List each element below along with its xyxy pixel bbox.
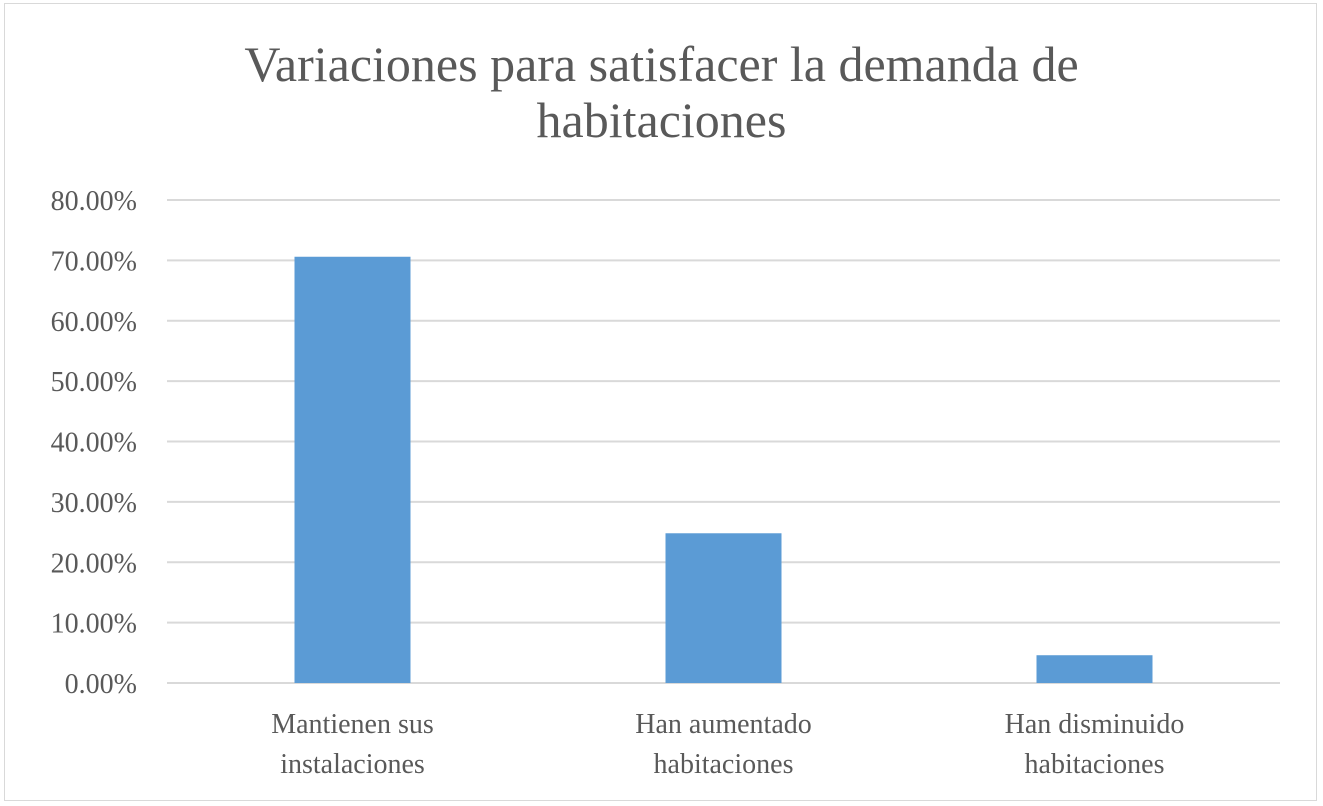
chart-title-line-2: habitaciones — [536, 92, 787, 148]
y-tick-label: 50.00% — [51, 367, 137, 398]
x-tick-label: habitaciones — [1025, 749, 1165, 780]
y-tick-label: 40.00% — [51, 428, 137, 459]
bars — [294, 256, 1153, 683]
chart-title: Variaciones para satisfacer la demanda d… — [0, 36, 1323, 148]
y-tick-label: 60.00% — [51, 307, 137, 338]
x-tick-label: Mantienen sus — [271, 709, 434, 740]
x-axis-ticks: Mantienen sus instalaciones Han aumentado h… — [271, 709, 1184, 780]
y-tick-label: 70.00% — [51, 246, 137, 277]
x-tick-label: instalaciones — [280, 749, 425, 780]
y-tick-label: 0.00% — [65, 669, 137, 700]
y-tick-label: 30.00% — [51, 488, 137, 519]
y-tick-label: 20.00% — [51, 548, 137, 579]
y-tick-label: 10.00% — [51, 609, 137, 640]
bar — [294, 256, 411, 683]
bar — [1036, 655, 1153, 683]
chart-title-line-1: Variaciones para satisfacer la demanda d… — [244, 36, 1079, 92]
y-axis-ticks: 0.00% 10.00% 20.00% 30.00% 40.00% 50.00% 60.00… — [51, 186, 137, 700]
x-tick-label: Han disminuido — [1005, 709, 1185, 740]
x-tick-label: habitaciones — [654, 749, 794, 780]
bar — [665, 533, 782, 683]
x-tick-label: Han aumentado — [635, 709, 812, 740]
y-tick-label: 80.00% — [51, 186, 137, 217]
